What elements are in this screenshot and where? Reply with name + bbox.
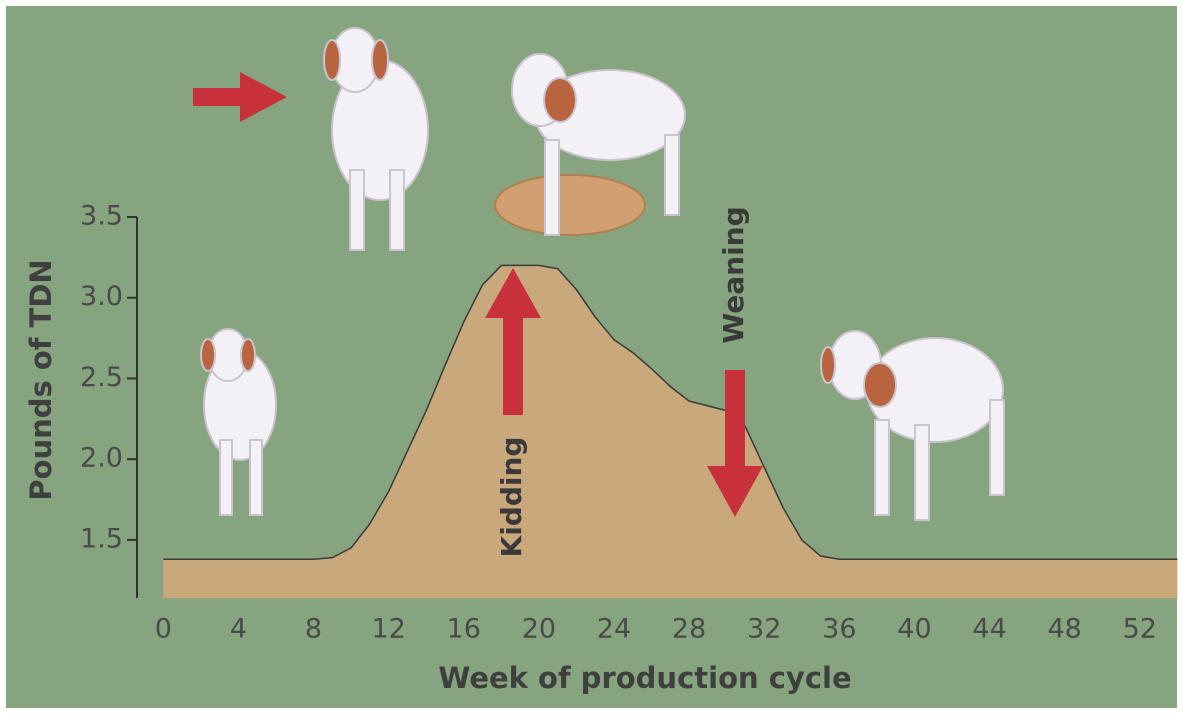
x-tick-label: 48 xyxy=(1048,614,1082,645)
y-tick-label: 2.0 xyxy=(80,443,123,474)
x-tick-label: 12 xyxy=(371,614,405,645)
x-tick-label: 44 xyxy=(972,614,1006,645)
y-tick-label: 2.5 xyxy=(80,362,123,393)
y-tick-label: 1.5 xyxy=(80,523,123,554)
x-tick-label: 40 xyxy=(897,614,931,645)
y-axis-label: Pounds of TDN xyxy=(24,259,58,500)
x-tick-label: 20 xyxy=(522,614,556,645)
chart: Pounds of TDN Week of production cycle 1… xyxy=(0,0,1183,714)
x-axis-label: Week of production cycle xyxy=(438,661,851,695)
annotation: Kidding xyxy=(495,437,528,558)
x-tick-label: 36 xyxy=(822,614,856,645)
x-tick-label: 16 xyxy=(447,614,481,645)
y-tick-label: 3.0 xyxy=(80,281,123,312)
y-tick-label: 3.5 xyxy=(80,201,123,232)
annotation: Weaning xyxy=(717,206,750,343)
x-tick-label: 28 xyxy=(672,614,706,645)
x-tick-label: 32 xyxy=(747,614,781,645)
x-tick-label: 0 xyxy=(155,614,172,645)
x-tick-label: 8 xyxy=(305,614,322,645)
x-tick-label: 52 xyxy=(1123,614,1157,645)
x-tick-label: 24 xyxy=(597,614,631,645)
x-tick-label: 4 xyxy=(230,614,247,645)
